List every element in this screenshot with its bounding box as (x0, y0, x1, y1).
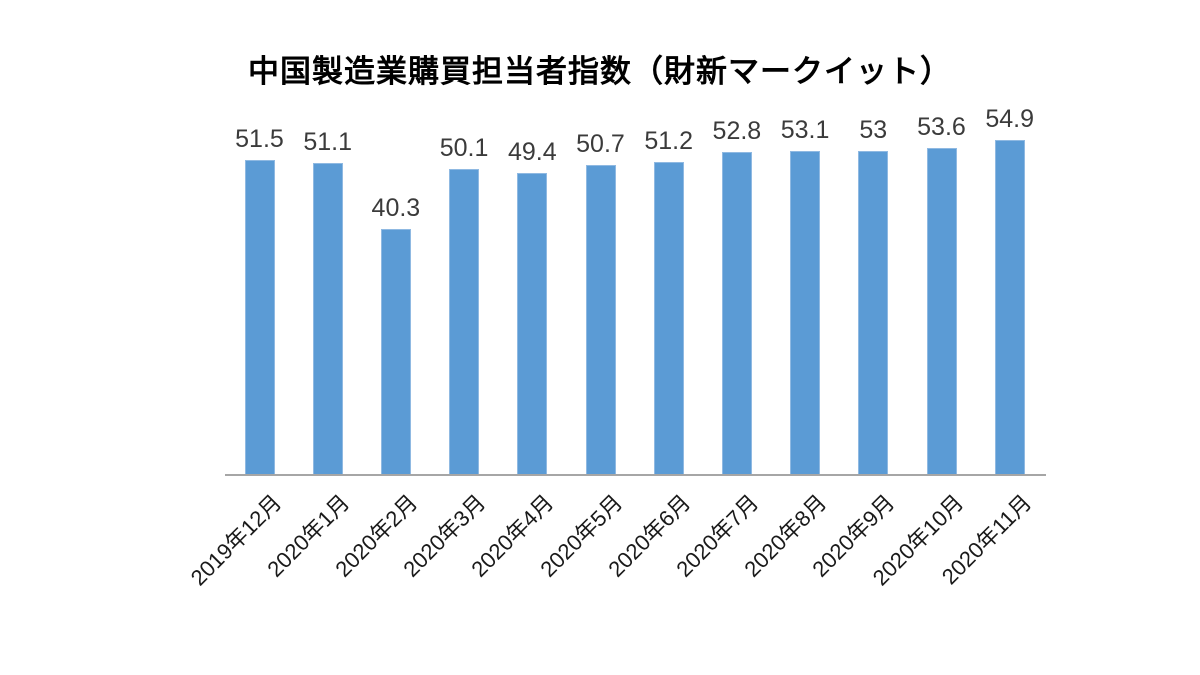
bar-value-label: 53.6 (917, 113, 966, 141)
bar-value-label: 40.3 (371, 194, 421, 222)
bar (653, 162, 684, 475)
bar (380, 229, 411, 475)
bar (449, 169, 480, 475)
bar-value-label: 50.7 (576, 130, 625, 158)
bar-value-label: 51.1 (303, 128, 353, 156)
bar-value-label: 53.1 (780, 116, 830, 144)
bar (312, 163, 343, 475)
bar (994, 140, 1025, 475)
bar-value-label: 52.8 (712, 117, 762, 145)
chart-title: 中国製造業購買担当者指数（財新マークイット） (248, 54, 952, 89)
bar (585, 165, 616, 475)
bar (790, 151, 821, 475)
bar (926, 148, 957, 475)
x-axis-line (225, 474, 1046, 476)
bar-value-label: 51.5 (235, 125, 284, 153)
bar-value-label: 51.2 (644, 127, 694, 155)
bar (517, 173, 548, 475)
bar-value-label: 49.4 (507, 138, 557, 166)
bar-value-label: 50.1 (439, 134, 489, 162)
bar (721, 152, 752, 475)
bar (858, 151, 889, 475)
bar (244, 160, 275, 475)
bar-value-label: 54.9 (985, 105, 1035, 133)
bar-value-label: 53 (859, 116, 888, 144)
